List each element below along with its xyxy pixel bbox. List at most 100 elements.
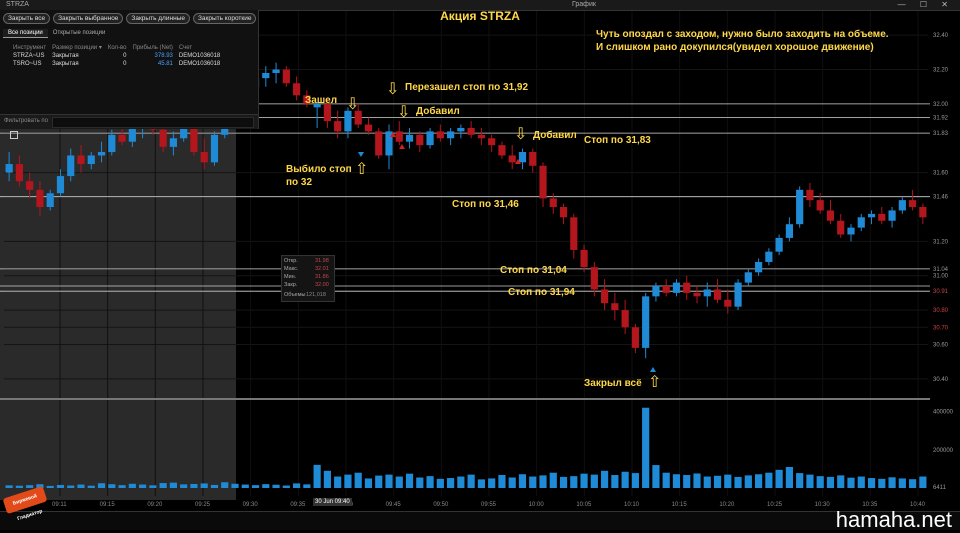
candle-body: [426, 131, 434, 146]
candle-body: [570, 217, 578, 250]
candle-body: [888, 210, 896, 221]
ohlc-value: 32.01: [315, 266, 329, 272]
col-instrument[interactable]: Инструмент: [13, 44, 47, 51]
volume-bar: [898, 478, 906, 488]
volume-bar: [67, 485, 75, 488]
x-tick-label: 10:05: [576, 502, 592, 508]
y-tick-label: 32.20: [933, 68, 949, 74]
ohlc-value: 31.86: [315, 274, 329, 280]
y-tick-label: 31.04: [933, 267, 949, 273]
volume-bar: [262, 484, 270, 488]
y-tick-label: 31.00: [933, 274, 949, 280]
volume-tick-label: 400000: [933, 410, 954, 416]
volume-bar: [149, 485, 157, 488]
candle-body: [210, 134, 219, 163]
candle-body: [898, 200, 906, 211]
ohlc-label: Откр.: [284, 258, 298, 264]
cell-status: Закрытая: [52, 53, 79, 59]
candle-body: [909, 200, 917, 207]
x-tick-label: 10:00: [529, 502, 545, 508]
candle-body: [867, 213, 876, 218]
volume-bar: [210, 484, 219, 488]
y-tick-label: 30.40: [933, 377, 949, 383]
volume-bar: [87, 485, 95, 488]
volume-bar: [375, 475, 383, 488]
volume-bar: [652, 465, 660, 488]
filter-label: Фильтровать по: [4, 118, 48, 124]
col-pnl[interactable]: Прибыль (Net): [132, 44, 173, 51]
x-tick-label: 09:11: [52, 502, 67, 508]
volume-bar: [642, 407, 650, 488]
y-tick-label: 32.40: [933, 33, 949, 39]
volume-bar: [313, 464, 321, 488]
down-arrow-icon: ⇩: [346, 96, 360, 113]
annotation-stopped-out: Выбило стоп по 32: [286, 164, 352, 188]
candle-body: [159, 129, 167, 147]
chart-tab[interactable]: График: [572, 1, 596, 8]
up-arrow-icon: ⇧: [355, 161, 369, 178]
volume-bar: [467, 474, 475, 488]
candle-body: [5, 164, 13, 173]
candle-body: [190, 124, 198, 153]
candle-body: [200, 152, 208, 163]
candle-body: [683, 282, 691, 293]
candle-body: [652, 286, 660, 297]
candle-body: [262, 72, 270, 79]
volume-bar: [385, 474, 393, 488]
close-selected-button[interactable]: Закрыть выбранное: [53, 13, 124, 24]
candle-body: [878, 213, 886, 221]
close-all-button[interactable]: Закрыть все: [3, 13, 51, 24]
candle-body: [539, 165, 547, 199]
y-tick-label: 30.91: [933, 289, 949, 295]
y-axis: 32.40 32.20 32.00 31.92 31.83 31.60 31.46 31.20…: [933, 33, 949, 383]
col-account[interactable]: Счет: [178, 44, 193, 51]
candle-body: [169, 138, 177, 147]
volume-bar: [5, 485, 13, 488]
tab-open-positions[interactable]: Открытые позиции: [52, 30, 106, 36]
x-tick-label: 10:40: [910, 502, 926, 508]
ohlc-label: Мин.: [284, 274, 297, 280]
annotation-stop-3104: Стоп по 31,04: [500, 265, 567, 276]
candle-body: [303, 95, 311, 104]
x-tick-label: 10:20: [719, 502, 735, 508]
volume-bar: [334, 476, 342, 488]
close-long-button[interactable]: Закрыть длинные: [126, 13, 190, 24]
candle-body: [611, 303, 619, 311]
candle-body: [498, 145, 506, 156]
volume-bar: [272, 484, 280, 488]
candle-body: [590, 267, 598, 290]
candle-body: [354, 110, 362, 125]
y-tick-label: 31.92: [933, 116, 949, 122]
table-row[interactable]: STRZA~US Закрытая 0 378.93 DEMO1036018: [10, 52, 223, 60]
navigator-bar[interactable]: [0, 511, 960, 530]
volume-bar: [251, 485, 260, 488]
candle-body: [744, 272, 752, 283]
x-tick-label: 09:50: [433, 502, 449, 508]
table-row[interactable]: TSRO~US Закрытая 0 45.81 DEMO1036018: [10, 60, 223, 68]
candle-body: [46, 193, 54, 207]
volume-bar: [221, 482, 229, 488]
col-qty[interactable]: Кол-во: [107, 44, 127, 51]
col-position-size[interactable]: Размер позиции ▾: [52, 45, 102, 51]
x-tick-label: 09:45: [386, 502, 402, 508]
volume-bar: [26, 485, 34, 488]
candle-body: [375, 131, 383, 156]
ohlc-value: 121,018: [306, 292, 326, 298]
tab-all-positions[interactable]: Все позиции: [3, 29, 48, 38]
volume-bar: [159, 483, 167, 488]
close-short-button[interactable]: Закрыть короткие: [192, 13, 257, 24]
expand-icon[interactable]: [10, 131, 18, 139]
filter-input[interactable]: [52, 117, 254, 128]
window-buttons[interactable]: — ☐ ✕: [897, 0, 954, 9]
x-axis: 09:1109:1509:2009:2509:3009:3509:4009:45…: [52, 502, 926, 508]
annotation-stop-3094: Стоп по 31,94: [508, 287, 575, 298]
candle-body: [796, 189, 804, 225]
volume-bar: [806, 474, 814, 488]
volume-bar: [683, 475, 691, 488]
crosshair-time-tag: 30 Jun 09:40: [313, 498, 352, 506]
volume-bar: [488, 478, 496, 488]
candle-body: [631, 327, 639, 348]
volume-bar: [662, 472, 670, 488]
x-tick-label: 10:35: [862, 502, 878, 508]
candle-body: [364, 124, 373, 132]
